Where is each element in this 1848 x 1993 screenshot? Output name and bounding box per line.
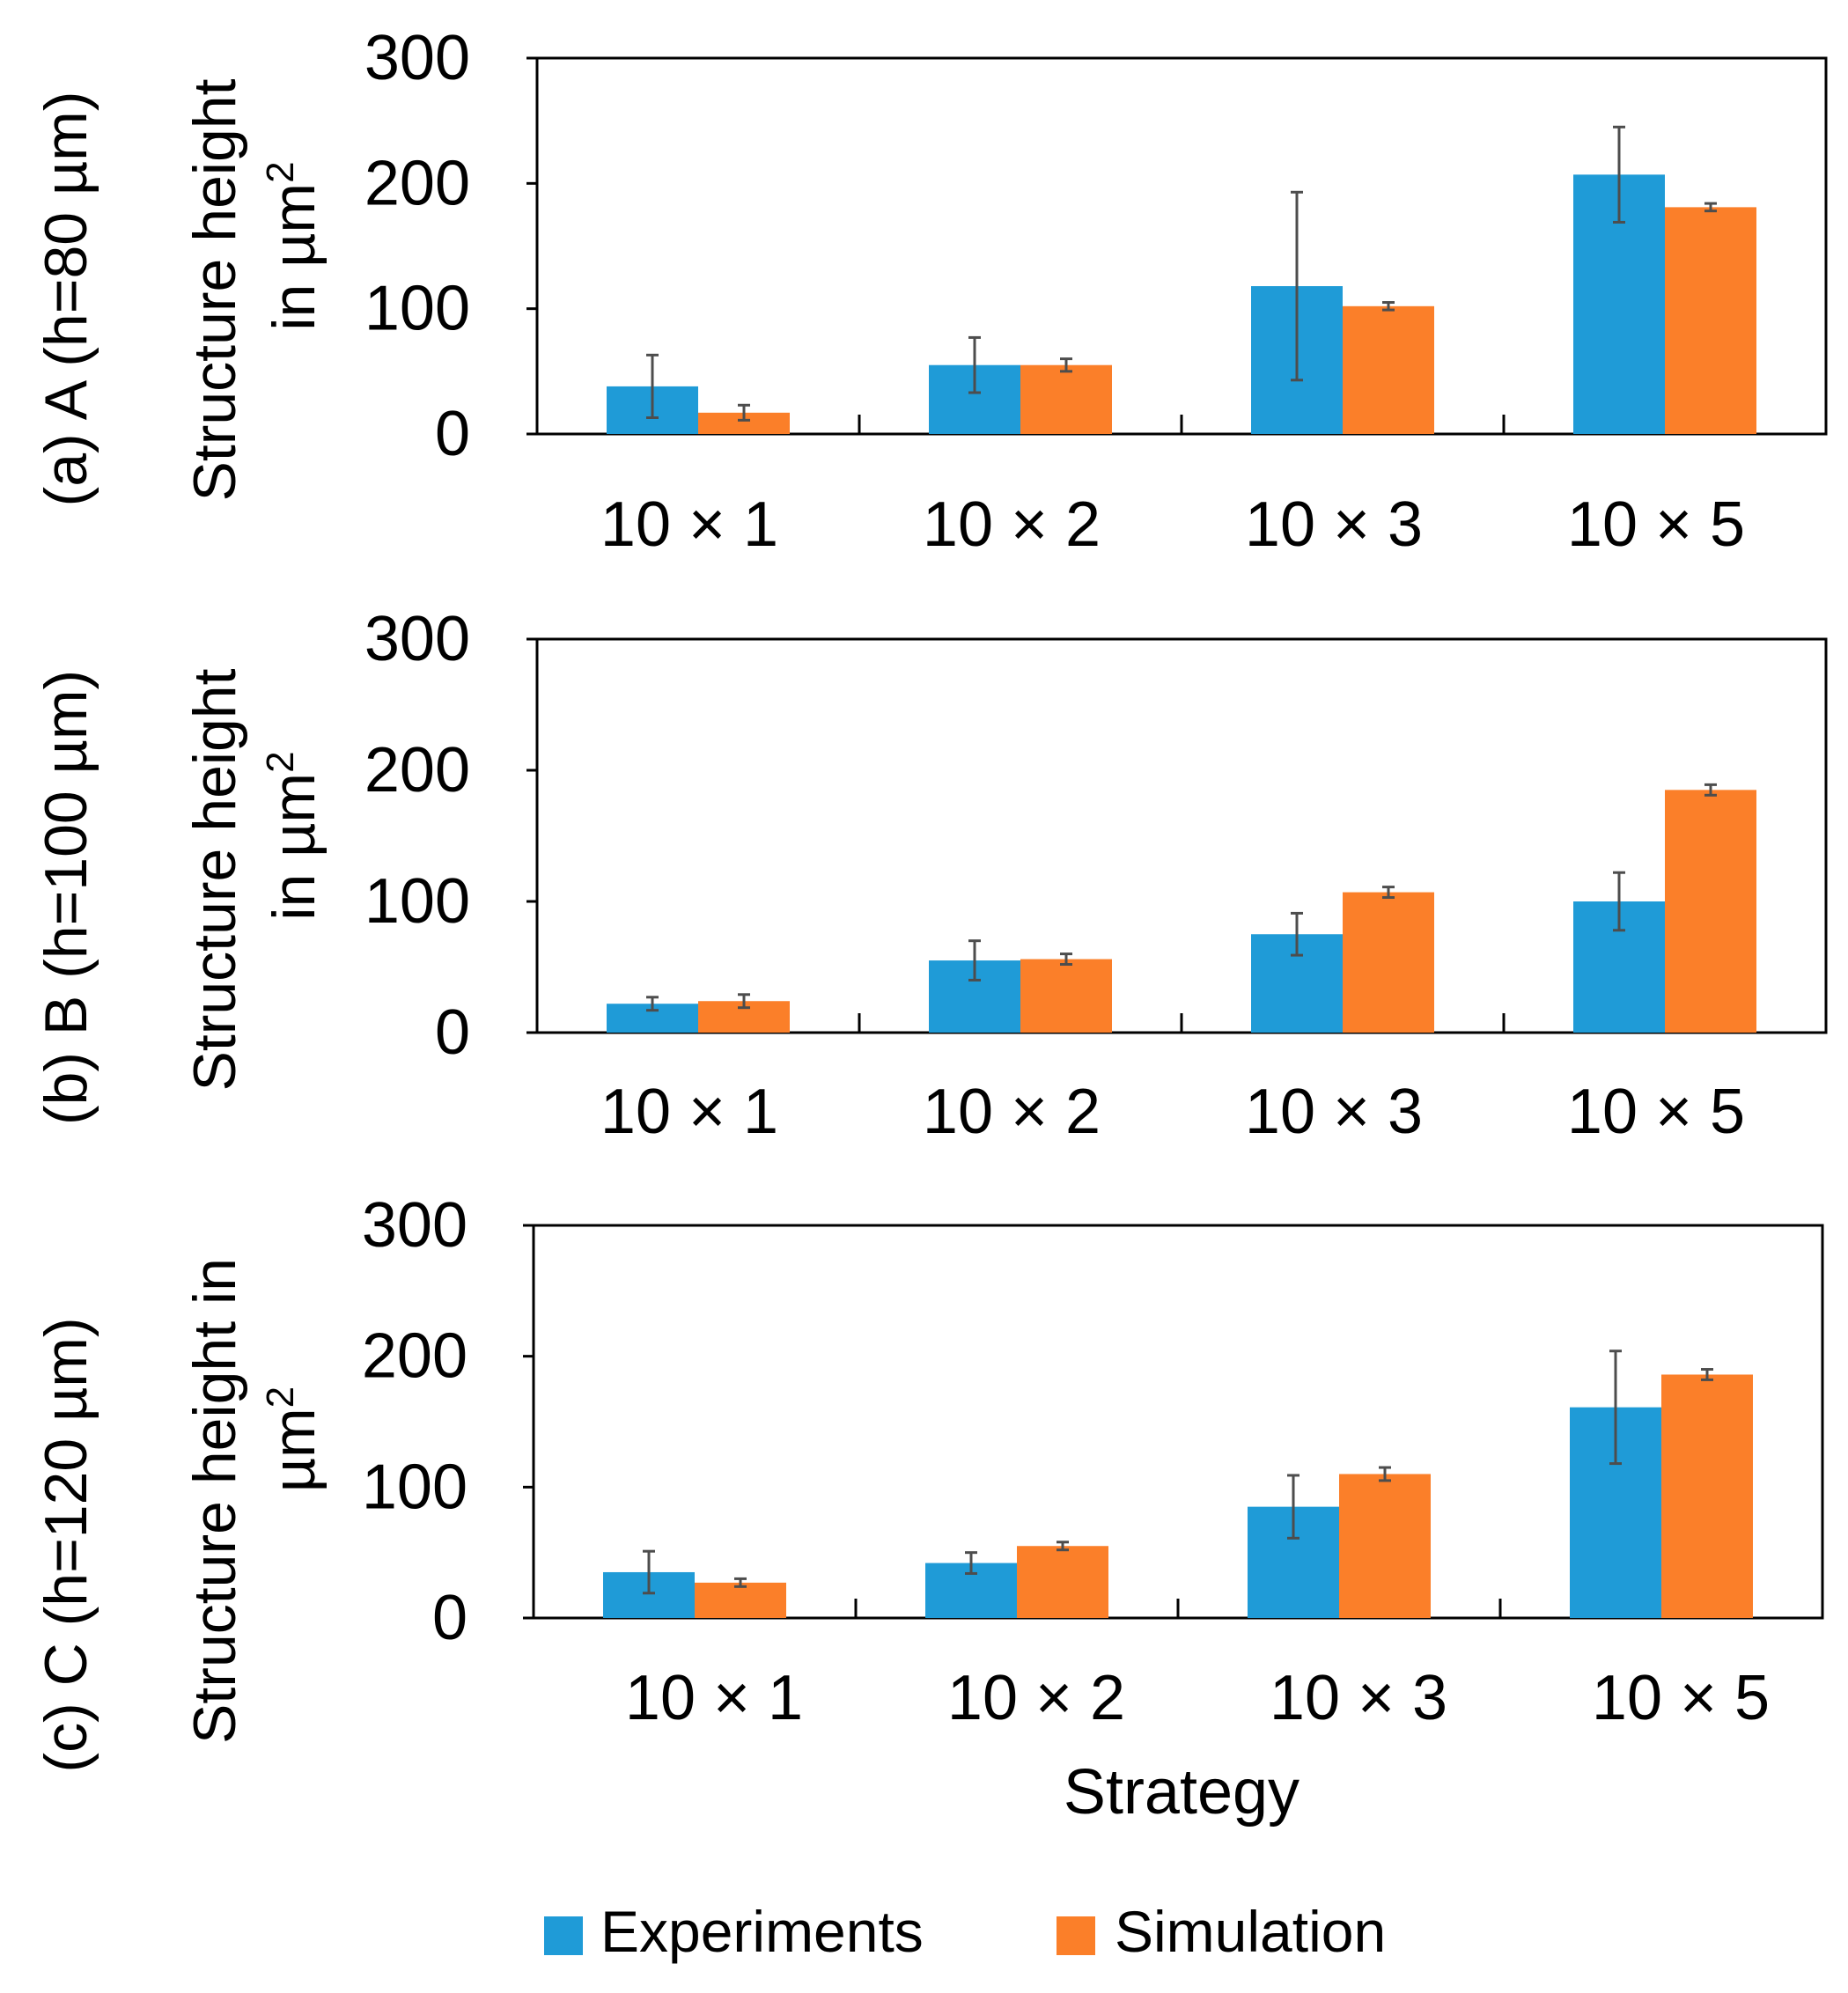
y-tick-label: 100 bbox=[364, 866, 470, 937]
y-tick-label: 100 bbox=[364, 274, 470, 344]
bar-simulation-3 bbox=[1343, 305, 1434, 434]
error-bar-experiments-1 bbox=[646, 996, 659, 1012]
error-bar-experiments-2 bbox=[968, 939, 981, 982]
error-bar-simulation-1 bbox=[738, 403, 750, 422]
error-bar-simulation-1 bbox=[734, 1577, 747, 1588]
y-tick-label: 0 bbox=[435, 399, 470, 469]
y-tick-label: 0 bbox=[432, 1583, 468, 1653]
error-bar-simulation-2 bbox=[1057, 1541, 1069, 1552]
error-bar-simulation-3 bbox=[1379, 1466, 1391, 1482]
x-category-label: 10 × 2 bbox=[923, 1077, 1101, 1147]
x-category-label: 10 × 3 bbox=[1270, 1663, 1447, 1733]
panel-label: (b) B (h=100 µm) bbox=[33, 670, 99, 1125]
y-axis-title-line-1: Structure height bbox=[181, 668, 248, 1091]
x-category-label: 10 × 1 bbox=[600, 489, 778, 560]
y-tick-label: 200 bbox=[364, 148, 470, 218]
error-bar-simulation-1 bbox=[738, 993, 750, 1010]
y-axis-title-line-1: Structure height in bbox=[181, 1258, 248, 1744]
bar-simulation-2 bbox=[1020, 364, 1112, 434]
y-axis-title-superscript: 2 bbox=[259, 1386, 302, 1408]
y-tick-label: 200 bbox=[364, 735, 470, 805]
bar-simulation-1 bbox=[695, 1582, 786, 1618]
y-axis-title-line-2: in µm2 bbox=[259, 751, 328, 920]
legend-label-simulation: Simulation bbox=[1115, 1899, 1386, 1964]
y-tick-label: 300 bbox=[364, 604, 470, 674]
bar-simulation-4 bbox=[1665, 790, 1756, 1033]
y-axis-title-superscript: 2 bbox=[259, 161, 302, 182]
error-bar-experiments-4 bbox=[1609, 1350, 1622, 1466]
panel-3: 0 100 200 300 10 × 1 10 × 2 10 × 3 10 × 5 Strate… bbox=[33, 1190, 1824, 1828]
legend-swatch-simulation bbox=[1057, 1916, 1095, 1955]
panel-1: 0 100 200 300 10 × 1 10 × 2 10 × 3 10 × 5 (a) A … bbox=[33, 23, 1828, 560]
error-bar-simulation-4 bbox=[1704, 783, 1717, 797]
x-category-label: 10 × 5 bbox=[1567, 1077, 1745, 1147]
x-category-label: 10 × 1 bbox=[600, 1077, 778, 1147]
error-bar-simulation-2 bbox=[1060, 357, 1072, 373]
error-bar-experiments-3 bbox=[1291, 190, 1303, 382]
y-axis-title-line-2: µm2 bbox=[259, 1386, 328, 1492]
panel-label: (a) A (h=80 µm) bbox=[33, 92, 99, 507]
x-category-label: 10 × 2 bbox=[947, 1663, 1125, 1733]
legend-swatch-experiments bbox=[544, 1916, 583, 1955]
panel-label: (c) C (h=120 µm) bbox=[33, 1317, 99, 1772]
x-category-label: 10 × 1 bbox=[625, 1663, 803, 1733]
y-tick-label: 300 bbox=[364, 23, 470, 93]
legend: Experiments Simulation bbox=[544, 1899, 1386, 1964]
legend-label-experiments: Experiments bbox=[600, 1899, 924, 1964]
y-tick-label: 300 bbox=[362, 1190, 468, 1261]
y-axis-title-line-2: in µm2 bbox=[259, 161, 328, 330]
error-bar-experiments-3 bbox=[1291, 911, 1303, 957]
bar-simulation-4 bbox=[1661, 1374, 1753, 1618]
error-bar-simulation-4 bbox=[1704, 202, 1717, 213]
x-category-label: 10 × 5 bbox=[1567, 489, 1745, 560]
y-axis-title-superscript: 2 bbox=[259, 751, 302, 772]
bar-simulation-4 bbox=[1665, 207, 1756, 435]
error-bar-simulation-3 bbox=[1382, 886, 1395, 900]
error-bar-simulation-3 bbox=[1382, 301, 1395, 312]
bar-simulation-3 bbox=[1339, 1474, 1431, 1618]
y-axis-title-line-1: Structure height bbox=[181, 78, 248, 501]
error-bar-experiments-1 bbox=[646, 353, 659, 419]
error-bar-experiments-3 bbox=[1287, 1474, 1299, 1540]
bar-simulation-2 bbox=[1017, 1546, 1108, 1618]
bar-simulation-2 bbox=[1020, 959, 1112, 1033]
error-bar-simulation-4 bbox=[1701, 1368, 1713, 1381]
y-tick-label: 0 bbox=[435, 997, 470, 1068]
x-category-label: 10 × 5 bbox=[1592, 1663, 1770, 1733]
error-bar-experiments-2 bbox=[968, 335, 981, 394]
y-tick-label: 100 bbox=[362, 1452, 468, 1522]
x-category-label: 10 × 2 bbox=[923, 489, 1101, 560]
error-bar-experiments-2 bbox=[965, 1551, 977, 1575]
error-bar-experiments-1 bbox=[643, 1549, 655, 1595]
error-bar-experiments-4 bbox=[1613, 125, 1625, 224]
x-axis-title: Strategy bbox=[1064, 1757, 1299, 1828]
error-bar-simulation-2 bbox=[1060, 952, 1072, 967]
x-category-label: 10 × 3 bbox=[1245, 489, 1423, 560]
bar-simulation-3 bbox=[1343, 892, 1434, 1033]
y-tick-label: 200 bbox=[362, 1321, 468, 1392]
panel-2: 0 100 200 300 10 × 1 10 × 2 10 × 3 10 × 5 (b) B … bbox=[33, 604, 1828, 1147]
x-category-label: 10 × 3 bbox=[1245, 1077, 1423, 1147]
error-bar-experiments-4 bbox=[1613, 871, 1625, 932]
